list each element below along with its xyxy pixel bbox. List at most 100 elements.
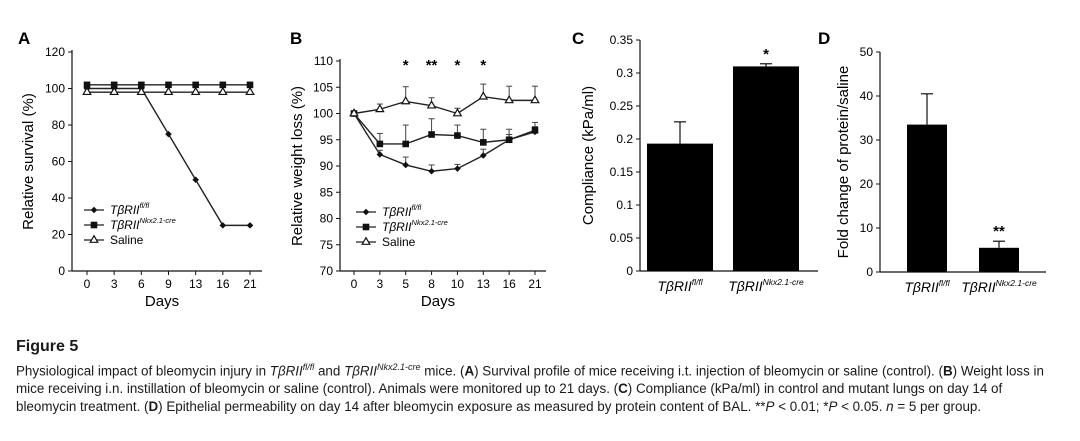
- data-point: [245, 86, 255, 96]
- data-point: [400, 95, 411, 105]
- data-point: [452, 107, 463, 117]
- caption-part: ) Compliance (kPa/ml) in control and mut…: [16, 381, 1003, 415]
- data-point: [136, 86, 147, 96]
- y-tick-label: 0: [866, 265, 873, 279]
- data-point: [454, 165, 461, 172]
- category-label-sup: Nkx2.1-cre: [763, 277, 804, 287]
- data-point: [83, 81, 91, 89]
- panel-letter: C: [572, 29, 584, 48]
- significance-mark: *: [480, 57, 486, 74]
- y-tick-label: 20: [52, 228, 66, 242]
- x-tick-label: 21: [243, 277, 257, 291]
- category-label-main: TβRII: [657, 278, 692, 294]
- legend-label: Saline: [110, 233, 144, 247]
- data-point: [165, 81, 172, 89]
- y-tick-label: 0.1: [616, 198, 633, 212]
- caption-part: ) Weight loss in mice receiving i.n. ins…: [16, 363, 1044, 397]
- panel-letter: D: [818, 29, 830, 48]
- caption-part: Physiological impact of bleomycin injury…: [16, 363, 270, 379]
- panel-letter: B: [290, 29, 302, 48]
- legend-marker: [90, 206, 98, 214]
- category-label: TβRIINkx2.1-cre: [961, 278, 1037, 295]
- category-label-main: TβRII: [961, 279, 996, 295]
- y-tick-label: 105: [313, 80, 333, 94]
- y-tick-label: 0: [626, 264, 633, 278]
- y-tick-label: 80: [320, 212, 334, 226]
- data-point: [428, 131, 435, 138]
- significance-mark: **: [993, 223, 1005, 240]
- x-tick-label: 0: [351, 277, 358, 291]
- data-point: [479, 139, 487, 146]
- legend-label-main: TβRII: [382, 205, 412, 219]
- caption-part: < 0.05.: [837, 399, 887, 415]
- legend-marker: [89, 234, 99, 243]
- significance-mark: *: [455, 57, 461, 74]
- caption-part: mice. (: [420, 363, 465, 379]
- y-tick-label: 30: [860, 133, 874, 147]
- data-point: [428, 167, 435, 175]
- y-tick-label: 75: [320, 238, 334, 252]
- x-axis-label: Days: [421, 293, 455, 310]
- caption-n: n: [886, 399, 894, 415]
- category-label-main: TβRII: [904, 279, 939, 295]
- data-point: [138, 81, 145, 89]
- data-point: [505, 136, 513, 144]
- x-tick-label: 6: [138, 277, 145, 291]
- y-tick-label: 20: [860, 177, 874, 191]
- bar: [647, 143, 713, 271]
- data-point: [479, 152, 487, 159]
- caption-p: P: [828, 399, 838, 415]
- y-tick-label: 0.15: [610, 165, 634, 179]
- panel-a: A 0 20 40 60 80 100 120 0 3 6 9 13 16 21 Days Relative s…: [18, 29, 262, 310]
- legend-marker: [361, 236, 371, 245]
- category-label: TβRIIfl/fl: [904, 278, 950, 295]
- caption-p: P: [765, 399, 775, 415]
- panel-b: B 70 75 80 85 90 95 100 105 110 0 3 5 8 10 13 16 21 Days Re…: [289, 29, 546, 310]
- y-tick-label: 80: [52, 118, 66, 132]
- category-label-sup: Nkx2.1-cre: [996, 278, 1037, 288]
- x-tick-label: 8: [428, 277, 435, 291]
- y-axis-label: Relative survival (%): [20, 93, 37, 230]
- legend-label: Saline: [382, 235, 416, 249]
- category-label: TβRIIfl/fl: [657, 277, 703, 294]
- y-axis-label: Relative weight loss (%): [289, 86, 306, 246]
- data-point: [402, 161, 410, 169]
- category-label-sup: fl/fl: [939, 278, 951, 288]
- y-tick-label: 10: [860, 221, 874, 235]
- y-tick-label: 110: [314, 54, 333, 68]
- caption-part: and: [314, 363, 345, 379]
- y-tick-label: 85: [320, 185, 334, 199]
- data-point: [219, 81, 227, 89]
- y-axis-label: Fold change of protein/saline: [835, 66, 852, 259]
- legend-label-sup: Nkx2.1-cre: [412, 218, 448, 227]
- y-tick-label: 100: [313, 107, 333, 121]
- caption-letter: D: [148, 399, 159, 415]
- y-tick-label: 0.35: [610, 33, 634, 47]
- legend-label-main: TβRII: [382, 220, 412, 234]
- y-tick-label: 0.25: [610, 99, 634, 113]
- series-2: [83, 81, 254, 89]
- legend-label: TβRIIfl/fl: [382, 203, 421, 219]
- y-tick-label: 0.3: [616, 66, 633, 80]
- data-point: [375, 103, 385, 113]
- y-tick-label: 0.05: [610, 231, 634, 245]
- bar: [907, 124, 947, 272]
- x-tick-label: 13: [477, 277, 491, 291]
- caption-letter: C: [618, 381, 628, 397]
- y-tick-label: 0.2: [616, 132, 633, 146]
- caption-title: Figure 5: [16, 338, 79, 355]
- data-point: [246, 222, 254, 229]
- legend-label: TβRIIfl/fl: [110, 201, 149, 217]
- data-point: [426, 100, 437, 109]
- legend-label: TβRIINkx2.1-cre: [382, 218, 448, 234]
- data-point: [192, 176, 199, 184]
- caption-part: = 5 per group.: [893, 399, 982, 415]
- y-tick-label: 40: [52, 191, 66, 205]
- x-tick-label: 16: [502, 277, 516, 291]
- x-tick-label: 0: [84, 277, 91, 291]
- y-tick-label: 95: [320, 133, 334, 147]
- data-point: [163, 86, 174, 96]
